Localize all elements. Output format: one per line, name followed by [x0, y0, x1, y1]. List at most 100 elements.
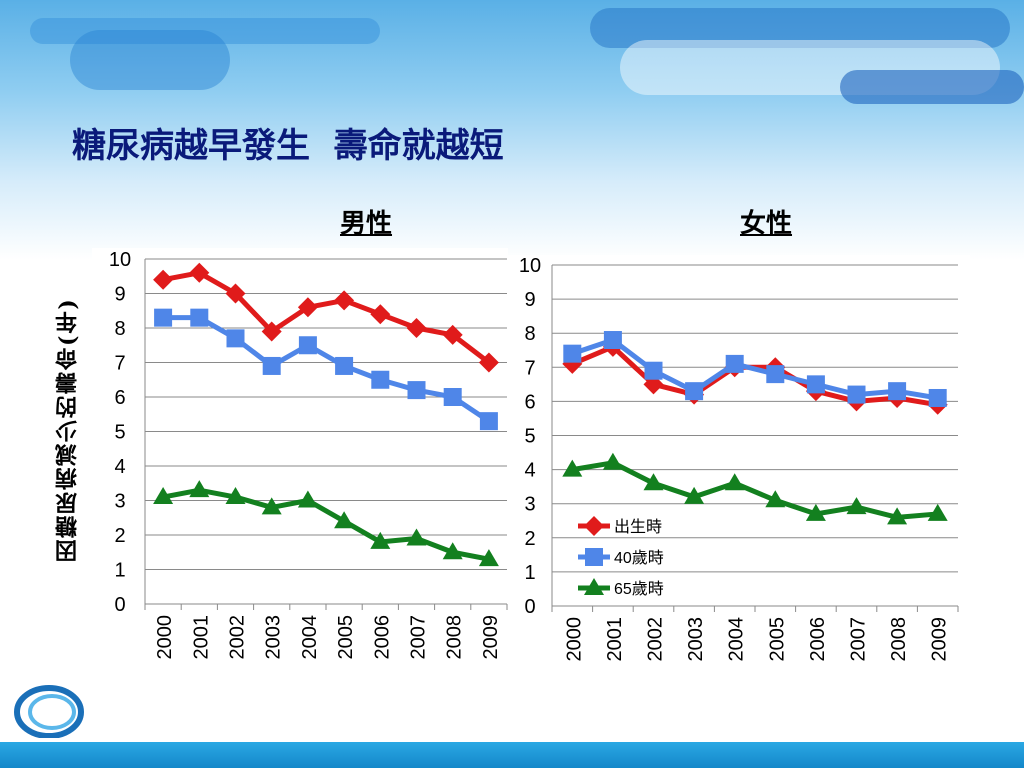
x-tick-label: 2007	[408, 615, 430, 660]
y-tick-label: 2	[114, 525, 125, 547]
data-point	[888, 382, 907, 401]
data-point	[443, 388, 462, 406]
decor-swoosh	[590, 8, 1010, 48]
data-point	[298, 336, 317, 355]
x-tick-label: 2002	[227, 615, 249, 660]
y-tick-label: 5	[114, 422, 125, 444]
data-point	[846, 497, 867, 515]
data-point	[189, 262, 210, 283]
data-point	[887, 507, 908, 525]
data-point	[927, 503, 948, 521]
x-tick-label: 2004	[299, 615, 321, 660]
x-tick-label: 2000	[563, 617, 585, 662]
y-tick-label: 9	[114, 284, 125, 306]
x-tick-label: 2008	[888, 617, 910, 662]
y-tick-label: 1	[524, 562, 535, 584]
x-tick-label: 2004	[726, 617, 748, 662]
x-tick-label: 2005	[766, 617, 788, 662]
data-point	[334, 511, 355, 529]
data-point	[644, 361, 663, 380]
data-point	[478, 549, 499, 567]
y-tick-label: 3	[524, 494, 535, 516]
chart-male-title: 男性	[340, 209, 393, 239]
legend-label: 40歲時	[614, 549, 664, 567]
chart-female-title: 女性	[740, 209, 793, 239]
x-tick-label: 2000	[154, 615, 176, 660]
series-line	[571, 460, 938, 520]
y-tick-label: 8	[524, 323, 535, 345]
y-tick-label: 2	[524, 528, 535, 550]
data-point	[297, 490, 318, 508]
data-point	[370, 304, 391, 325]
data-point	[847, 385, 866, 404]
chart-male: 0 1 2 3 4 5 6 7 8 9 10 2000 2001 2002 2003 2004 2005 2006…	[109, 249, 508, 660]
y-tick-label: 0	[524, 596, 535, 618]
data-point	[478, 352, 499, 373]
data-point	[806, 375, 825, 394]
y-tick-label: 3	[114, 491, 125, 513]
y-tick-label: 4	[114, 456, 125, 478]
series-line	[163, 315, 491, 424]
x-tick-label: 2007	[848, 617, 870, 662]
data-point	[261, 321, 282, 342]
logo-icon	[14, 685, 84, 738]
x-tick-label: 2003	[263, 615, 285, 660]
x-tick-label: 2001	[190, 615, 212, 660]
x-tick-label: 2006	[371, 615, 393, 660]
data-point	[406, 528, 427, 546]
x-tick-label: 2009	[929, 617, 951, 662]
data-point	[262, 356, 281, 375]
y-tick-label: 0	[114, 594, 125, 616]
slide-title: 糖尿病越早發生 壽命就越短	[72, 126, 504, 166]
legend-label: 65歲時	[614, 580, 664, 598]
data-point	[297, 297, 318, 318]
data-point	[562, 459, 583, 477]
y-tick-label: 10	[109, 249, 131, 271]
decor-swoosh	[70, 30, 230, 90]
series-line	[162, 270, 491, 365]
legend-marker	[584, 578, 604, 595]
data-point	[563, 344, 582, 363]
data-point	[406, 318, 427, 338]
x-tick-label: 2003	[685, 617, 707, 662]
legend-label: 出生時	[614, 518, 662, 536]
data-point	[766, 365, 785, 384]
data-point	[154, 308, 173, 327]
data-point	[226, 329, 245, 348]
footer-bar	[0, 742, 1024, 768]
y-tick-label: 4	[524, 460, 535, 482]
decor-swoosh	[30, 18, 380, 44]
y-tick-label: 8	[114, 318, 125, 340]
y-tick-label: 10	[519, 255, 541, 277]
y-tick-label: 6	[524, 391, 535, 413]
data-point	[189, 480, 210, 498]
data-point	[225, 487, 246, 505]
y-tick-label: 9	[524, 289, 535, 311]
data-point	[442, 542, 463, 560]
decor-swoosh	[840, 70, 1024, 104]
data-point	[371, 370, 390, 389]
data-point	[603, 331, 622, 350]
x-tick-label: 2001	[604, 617, 626, 662]
data-point	[261, 497, 282, 515]
data-point	[335, 356, 354, 375]
data-point	[643, 473, 664, 491]
data-point	[805, 503, 826, 521]
series-line	[162, 487, 490, 562]
data-point	[442, 324, 463, 345]
data-point	[334, 290, 355, 311]
legend-marker	[584, 516, 604, 536]
data-point	[928, 388, 947, 407]
data-point	[225, 283, 246, 304]
data-point	[370, 531, 391, 549]
data-point	[479, 412, 498, 431]
data-point	[602, 452, 623, 470]
y-tick-label: 5	[524, 426, 535, 448]
data-point	[724, 473, 745, 491]
x-tick-label: 2002	[645, 617, 667, 662]
y-tick-label: 7	[524, 357, 535, 379]
chart-female: 0 1 2 3 4 5 6 7 8 9 10 2000 2001 2002 2003 2004 2005 2006…	[519, 255, 959, 662]
data-point	[190, 308, 209, 327]
data-point	[684, 486, 705, 504]
